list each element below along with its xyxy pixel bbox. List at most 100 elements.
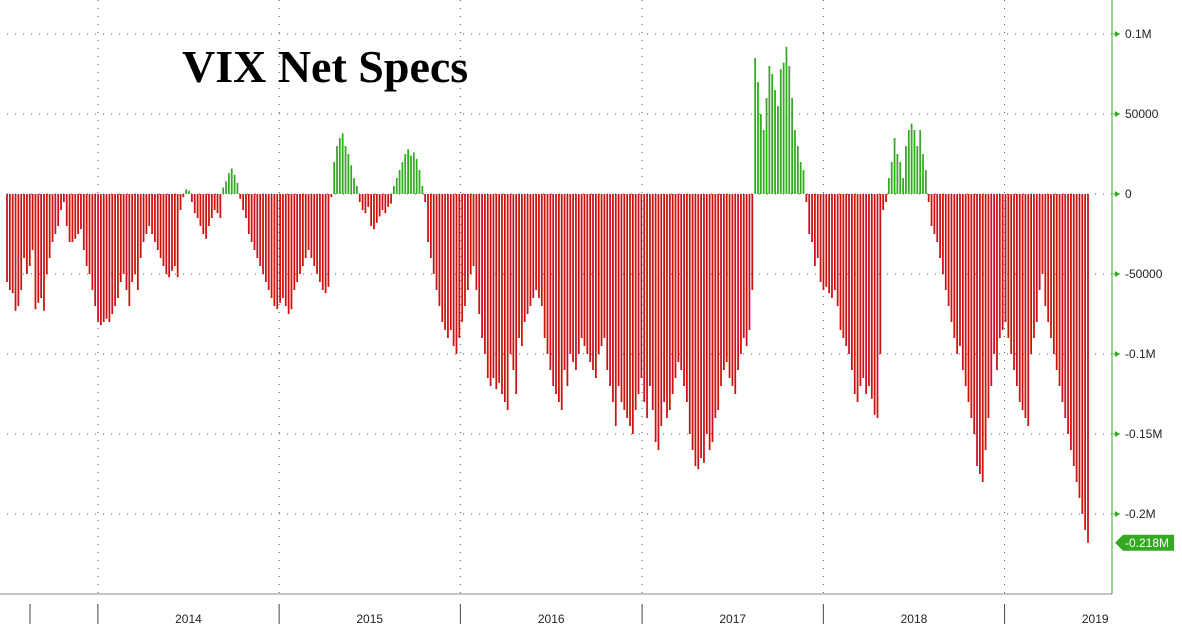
bar-positive <box>407 149 409 194</box>
bar-negative <box>515 194 518 394</box>
bar-negative <box>1010 194 1013 354</box>
bar-negative <box>822 194 825 290</box>
bar-negative <box>811 194 813 242</box>
bar-negative <box>239 194 242 199</box>
y-tick-arrow <box>1115 191 1120 197</box>
bar-negative <box>122 194 125 274</box>
bar-negative <box>267 194 270 290</box>
bar-negative <box>384 194 387 214</box>
bar-negative <box>1067 194 1069 434</box>
bar-positive <box>782 62 785 194</box>
bar-negative <box>831 194 833 298</box>
bar-negative <box>1075 194 1078 482</box>
bar-negative <box>526 194 529 314</box>
bar-negative <box>65 194 68 226</box>
bar-negative <box>560 194 563 410</box>
bar-negative <box>179 194 182 210</box>
y-tick-arrow <box>1115 31 1120 37</box>
bar-negative <box>722 194 725 370</box>
bar-positive <box>907 130 910 194</box>
bar-negative <box>959 194 961 346</box>
bar-negative <box>671 194 674 394</box>
bar-positive <box>222 187 225 194</box>
y-tick-arrow <box>1115 511 1120 517</box>
bar-positive <box>896 154 899 194</box>
bar-negative <box>293 194 296 290</box>
bar-negative <box>868 194 870 386</box>
bar-negative <box>657 194 660 450</box>
bar-negative <box>805 194 808 202</box>
bar-negative <box>640 194 643 378</box>
bar-negative <box>1018 194 1021 402</box>
bar-negative <box>720 194 722 386</box>
bar-negative <box>435 194 438 290</box>
bar-negative <box>708 194 711 450</box>
bar-negative <box>936 194 939 242</box>
bar-positive <box>344 146 347 194</box>
x-tick-label: 2016 <box>538 612 565 626</box>
bar-negative <box>742 194 745 338</box>
bar-negative <box>438 194 441 306</box>
bar-negative <box>993 194 995 354</box>
bar-negative <box>979 194 981 474</box>
bar-negative <box>276 194 279 310</box>
last-value-badge-bg <box>1115 534 1174 551</box>
bar-negative <box>953 194 956 338</box>
bar-negative <box>282 194 284 298</box>
bar-positive <box>768 66 771 194</box>
bar-negative <box>151 194 153 234</box>
x-tick-label: 2019 <box>1082 612 1109 626</box>
bar-negative <box>20 194 23 290</box>
bar-negative <box>725 194 728 362</box>
bar-negative <box>521 194 523 346</box>
bar-negative <box>506 194 509 410</box>
bar-negative <box>620 194 623 402</box>
chart-title: VIX Net Specs <box>182 41 468 92</box>
bar-negative <box>668 194 671 410</box>
bar-negative <box>94 194 97 306</box>
bar-negative <box>748 194 751 330</box>
bar-negative <box>816 194 819 258</box>
bar-negative <box>191 194 193 202</box>
bar-negative <box>461 194 464 322</box>
bar-negative <box>498 194 501 383</box>
bar-negative <box>697 194 700 470</box>
bar-negative <box>1078 194 1081 498</box>
bar-positive <box>922 154 924 194</box>
bar-negative <box>378 194 381 217</box>
bar-negative <box>549 194 552 370</box>
bar-negative <box>156 194 159 250</box>
bar-negative <box>503 194 506 402</box>
bar-negative <box>512 194 515 370</box>
bar-positive <box>794 130 796 194</box>
bar-negative <box>182 194 185 198</box>
bar-negative <box>11 194 14 294</box>
bar-negative <box>509 194 512 354</box>
x-tick-label: 2014 <box>175 612 202 626</box>
bar-negative <box>99 194 102 326</box>
bar-positive <box>905 146 907 194</box>
bar-negative <box>865 194 867 394</box>
bar-negative <box>694 194 697 466</box>
bar-negative <box>136 194 139 290</box>
bar-negative <box>740 194 742 354</box>
bar-positive <box>233 174 236 194</box>
bar-negative <box>538 194 540 298</box>
bar-negative <box>825 194 828 287</box>
bar-positive <box>899 162 902 194</box>
bar-negative <box>37 194 40 303</box>
bar-negative <box>663 194 666 402</box>
bar-negative <box>247 194 250 234</box>
bar-negative <box>475 194 478 290</box>
bar-positive <box>785 46 788 194</box>
bar-negative <box>148 194 151 226</box>
bar-negative <box>629 194 631 426</box>
bar-negative <box>987 194 990 418</box>
bar-negative <box>873 194 876 415</box>
bar-positive <box>902 178 904 194</box>
bar-positive <box>890 162 893 194</box>
bar-negative <box>552 194 555 386</box>
bar-negative <box>119 194 122 282</box>
bar-negative <box>976 194 978 466</box>
bar-negative <box>501 194 503 394</box>
